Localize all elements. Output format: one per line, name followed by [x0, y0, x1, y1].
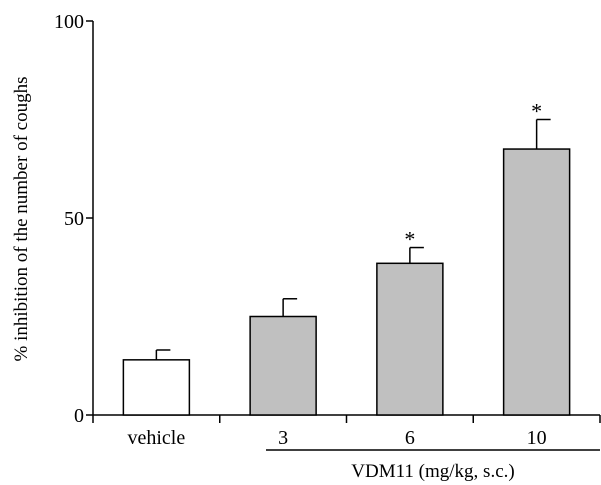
y-axis-title: % inhibition of the number of coughs	[11, 77, 32, 362]
y-tick-label: 0	[74, 405, 84, 427]
x-tick-label: 6	[405, 427, 415, 449]
bar-10	[502, 148, 571, 416]
significance-marker: *	[531, 99, 542, 124]
x-tick-label: 10	[527, 427, 547, 449]
bar-vehicle	[122, 359, 191, 416]
significance-marker: *	[404, 227, 415, 252]
x-tick-label: vehicle	[128, 427, 186, 449]
group-label: VDM11 (mg/kg, s.c.)	[351, 461, 514, 482]
x-tick-labels: vehicle 3 6 10	[128, 427, 547, 449]
x-tick-label: 3	[278, 427, 288, 449]
y-tick-label: 50	[64, 208, 84, 230]
y-tick-label: 100	[54, 11, 84, 33]
bars: **	[122, 99, 571, 416]
bar-3	[249, 315, 317, 416]
bar-6	[376, 262, 444, 416]
